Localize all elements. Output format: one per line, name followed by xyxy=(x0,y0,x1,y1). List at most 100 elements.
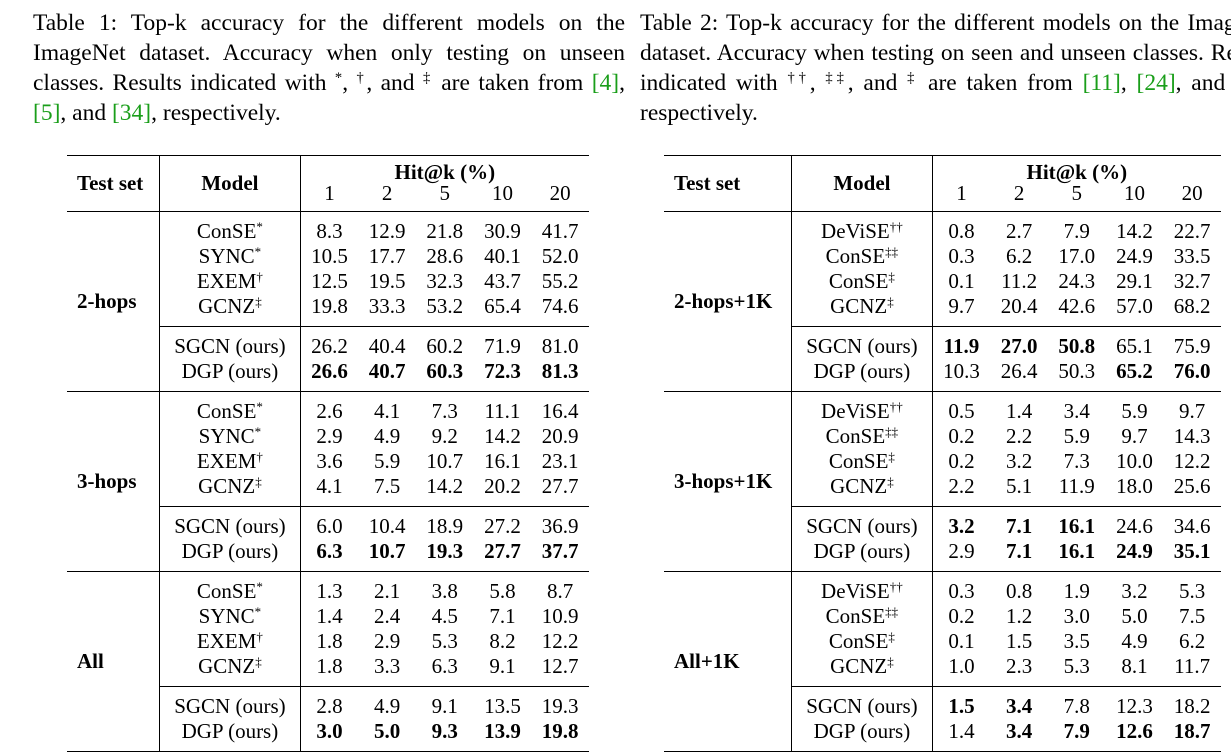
caption-text: , respectively. xyxy=(151,100,281,126)
model-name: DeViSE†† xyxy=(791,391,933,424)
model-name: ConSE* xyxy=(159,391,301,424)
value-cell: 0.2 xyxy=(931,604,991,629)
group-label: 3-hops+1K xyxy=(664,391,792,572)
model-name: SYNC* xyxy=(159,244,301,269)
footnote-mark: * xyxy=(334,70,343,86)
value-cell: 13.9 xyxy=(473,719,532,752)
value-cell: 10.7 xyxy=(426,449,464,473)
table-row: DGP (ours) 1.4 3.4 7.9 12.6 18.7 xyxy=(664,719,1221,752)
value-cell: 17.0 xyxy=(1058,244,1096,268)
table-1: Test set Model Hit@k (%) 1 2 5 10 20 2-hops ConSE… xyxy=(67,155,589,752)
caption-connector: , xyxy=(342,70,357,96)
footnote-mark: † xyxy=(256,628,263,644)
group-label: 2-hops+1K xyxy=(664,211,792,392)
k-header: 5 xyxy=(1071,181,1083,205)
table-row: SYNC* 1.4 2.4 4.5 7.1 10.9 xyxy=(67,604,589,629)
table-row: GCNZ‡ 2.2 5.1 11.9 18.0 25.6 xyxy=(664,474,1221,507)
value-cell: 19.3 xyxy=(531,686,589,719)
model-name: SGCN (ours) xyxy=(159,326,301,359)
citation-link[interactable]: [5] xyxy=(33,100,61,126)
value-cell: 6.2 xyxy=(1179,629,1206,653)
model-name: GCNZ‡ xyxy=(791,474,933,507)
caption-text: are taken from xyxy=(432,70,592,96)
table-row: 2-hops ConSE* 8.3 12.9 21.8 30.9 41.7 xyxy=(67,211,589,392)
value-cell: 37.7 xyxy=(541,539,579,563)
value-cell: 74.6 xyxy=(541,294,579,318)
k-header: 1 xyxy=(299,183,359,212)
value-cell: 7.5 xyxy=(374,474,401,498)
value-cell: 0.8 xyxy=(1006,579,1033,603)
value-cell: 20.4 xyxy=(1000,294,1038,318)
model-label: GCNZ xyxy=(830,474,888,498)
model-name: ConSE* xyxy=(159,571,301,604)
value-cell: 16.1 xyxy=(484,449,521,473)
model-label: ConSE xyxy=(825,424,886,448)
citation-link[interactable]: [4] xyxy=(591,70,620,96)
model-name: EXEM† xyxy=(159,268,301,294)
header-row: Test set Model Hit@k (%) xyxy=(67,155,589,212)
value-cell: 7.9 xyxy=(1063,219,1090,243)
citation-link[interactable]: [24] xyxy=(1136,70,1176,96)
value-cell: 3.0 xyxy=(1063,604,1090,628)
value-cell: 8.3 xyxy=(299,211,359,244)
value-cell: 0.5 xyxy=(931,391,991,424)
value-cell: 29.1 xyxy=(1116,269,1153,293)
table-2-caption: Table 2: Top-k accuracy for the differen… xyxy=(640,8,1231,128)
model-name: ConSE‡ xyxy=(791,268,933,294)
model-label: DeViSE xyxy=(821,579,890,603)
value-cell: 2.9 xyxy=(374,629,401,653)
value-cell: 2.8 xyxy=(299,686,359,719)
model-name: SGCN (ours) xyxy=(791,506,933,539)
footnote-mark: ‡ xyxy=(888,268,895,284)
value-cell: 26.6 xyxy=(299,359,359,392)
table-row: SGCN (ours) 26.2 40.4 60.2 71.9 81.0 xyxy=(67,326,589,359)
model-label: SYNC xyxy=(198,244,255,268)
value-cell: 35.1 xyxy=(1173,539,1211,563)
table-row: EXEM† 3.6 5.9 10.7 16.1 23.1 xyxy=(67,449,589,474)
value-cell: 2.2 xyxy=(931,474,991,507)
footnote-mark: † xyxy=(256,448,263,464)
footnote-mark: † xyxy=(256,268,263,284)
value-cell: 25.6 xyxy=(1173,474,1211,498)
value-cell: 0.8 xyxy=(931,211,991,244)
citation-link[interactable]: [34] xyxy=(111,100,152,126)
citation-link[interactable]: [11] xyxy=(1082,70,1121,96)
value-cell: 7.5 xyxy=(1179,604,1206,628)
value-cell: 0.1 xyxy=(931,269,991,294)
value-cell: 18.2 xyxy=(1163,686,1221,719)
footnote-mark: ‡ xyxy=(887,653,894,669)
value-cell: 28.6 xyxy=(426,244,464,268)
value-cell: 5.0 xyxy=(358,719,416,752)
footnote-mark: ‡‡ xyxy=(885,243,899,259)
value-cell: 5.0 xyxy=(1121,604,1148,628)
value-cell: 3.2 xyxy=(1006,449,1033,473)
k-row: 1 2 5 10 20 xyxy=(67,183,589,212)
model-name: GCNZ‡ xyxy=(791,653,933,687)
table-1-caption: Table 1: Top-k accuracy for the differen… xyxy=(33,8,625,128)
value-cell: 24.9 xyxy=(1116,539,1153,563)
value-cell: 33.5 xyxy=(1173,244,1211,268)
model-name: GCNZ‡ xyxy=(791,294,933,327)
model-name: SGCN (ours) xyxy=(791,686,933,719)
footnote-mark: †† xyxy=(889,218,903,234)
model-label: DeViSE xyxy=(821,399,890,423)
caption-connector: , and xyxy=(366,70,423,96)
model-label: GCNZ xyxy=(830,294,888,318)
value-cell: 12.2 xyxy=(1173,449,1211,473)
value-cell: 26.2 xyxy=(299,326,359,359)
value-cell: 10.5 xyxy=(299,244,359,269)
value-cell: 12.7 xyxy=(541,654,579,678)
value-cell: 65.2 xyxy=(1116,359,1153,383)
model-label: DGP (ours) xyxy=(181,359,279,383)
value-cell: 4.9 xyxy=(358,686,416,719)
model-name: DGP (ours) xyxy=(791,359,933,392)
value-cell: 24.6 xyxy=(1105,506,1164,539)
value-cell: 26.4 xyxy=(1000,359,1038,383)
value-cell: 27.7 xyxy=(484,539,521,563)
footnote-mark: †† xyxy=(889,578,903,594)
table-row: All ConSE* 1.3 2.1 3.8 5.8 8.7 xyxy=(67,571,589,752)
value-cell: 1.5 xyxy=(1006,629,1033,653)
value-cell: 1.8 xyxy=(299,629,359,654)
model-name: SGCN (ours) xyxy=(159,686,301,719)
value-cell: 8.1 xyxy=(1121,654,1148,678)
